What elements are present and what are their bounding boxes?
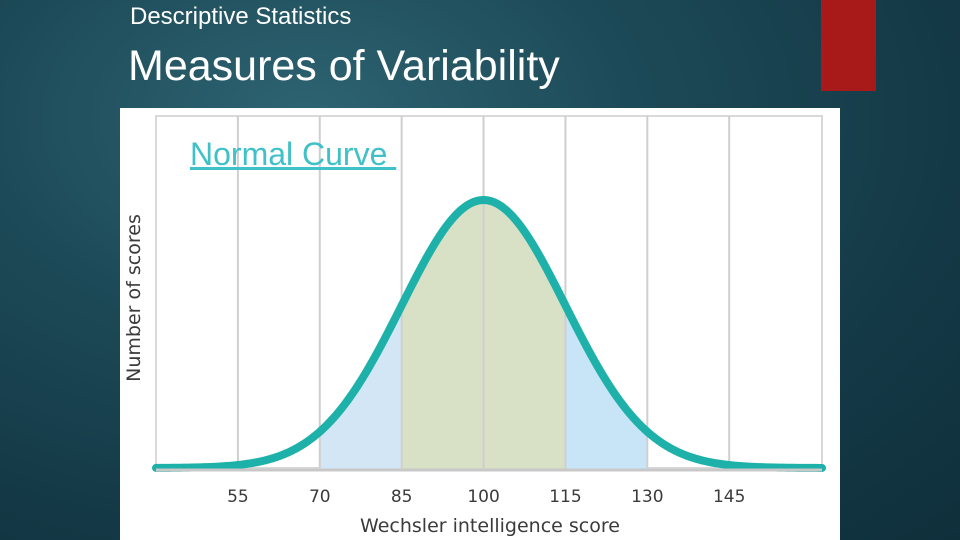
slide-subtitle: Descriptive Statistics	[130, 3, 352, 30]
x-tick-label-55: 55	[227, 487, 249, 507]
x-tick-label-70: 70	[309, 487, 331, 507]
grid-lines	[236, 116, 731, 468]
normal-curve-chart: 55 70 85 100 115 130 145 Wechsler intelligence…	[123, 115, 826, 537]
shaded-bands	[155, 115, 823, 469]
x-tick-label-115: 115	[549, 487, 581, 507]
normal-curve-link[interactable]: Normal Curve	[190, 136, 397, 172]
slide-title: Measures of Variability	[128, 42, 560, 90]
x-tick-label-130: 130	[631, 487, 663, 507]
x-tick-label-145: 145	[713, 487, 745, 507]
x-axis-label: Wechsler intelligence score	[360, 515, 620, 537]
x-tick-label-100: 100	[467, 487, 499, 507]
normal-curve-line	[152, 196, 826, 472]
chart-panel: 55 70 85 100 115 130 145 Wechsler intelligence…	[120, 108, 840, 540]
x-tick-label-85: 85	[391, 487, 413, 507]
tick-labels: 55 70 85 100 115 130 145	[227, 487, 745, 507]
curve-layer	[152, 196, 826, 472]
y-axis-label: Number of scores	[123, 214, 145, 382]
accent-bar	[821, 0, 876, 91]
